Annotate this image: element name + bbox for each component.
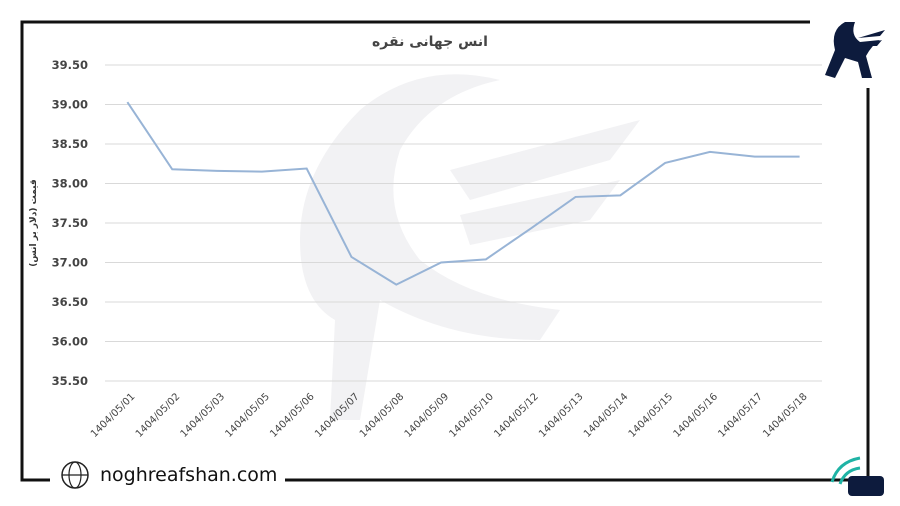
x-tick-label: 1404/05/08 [358, 391, 407, 440]
y-tick-label: 39.00 [52, 98, 88, 112]
y-tick-label: 39.50 [52, 58, 88, 72]
x-tick-label: 1404/05/17 [716, 391, 765, 440]
website-badge: noghreafshan.com [61, 461, 277, 489]
x-tick-label: 1404/05/16 [672, 391, 721, 440]
brand-logo [825, 22, 885, 78]
y-tick-label: 35.50 [52, 374, 88, 388]
y-tick-label: 37.50 [52, 216, 88, 230]
watermark [300, 74, 640, 421]
x-tick-label: 1404/05/02 [134, 391, 183, 440]
website: noghreafshan.com [100, 464, 277, 486]
x-tick-label: 1404/05/01 [89, 391, 138, 440]
x-tick-label: 1404/05/13 [537, 391, 586, 440]
data-line [126, 101, 800, 286]
x-tick-label: 1404/05/09 [403, 391, 452, 440]
y-tick-label: 38.00 [52, 177, 88, 191]
x-tick-label: 1404/05/18 [761, 391, 810, 440]
y-tick-label: 38.50 [52, 137, 88, 151]
y-tick-label: 36.00 [52, 335, 88, 349]
x-tick-label: 1404/05/06 [268, 391, 317, 440]
news-logo [830, 456, 884, 496]
chart-title: انس جهانی نقره [372, 34, 488, 50]
y-axis-label: قیمت (دلار بر انس) [29, 179, 39, 267]
y-tick-label: 36.50 [52, 295, 88, 309]
x-tick-label: 1404/05/10 [447, 391, 496, 440]
x-tick-label: 1404/05/05 [223, 391, 272, 440]
x-tick-label: 1404/05/12 [492, 391, 541, 440]
x-tick-label: 1404/05/14 [582, 391, 631, 440]
x-tick-label: 1404/05/03 [179, 391, 228, 440]
x-tick-label: 1404/05/15 [627, 391, 676, 440]
y-tick-label: 37.00 [52, 256, 88, 270]
